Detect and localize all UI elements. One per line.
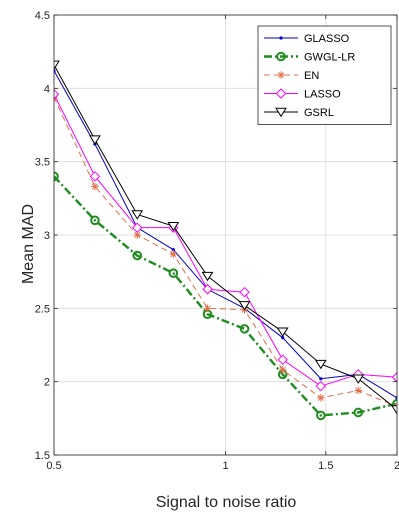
data-point	[90, 215, 100, 226]
data-point	[168, 268, 179, 278]
data-point	[315, 380, 327, 392]
data-point	[392, 398, 397, 409]
data-point	[239, 324, 250, 334]
y-tick-label: 4.5	[35, 10, 50, 22]
data-point	[319, 377, 323, 381]
data-point	[201, 271, 214, 282]
data-point	[202, 284, 213, 295]
series-line	[54, 175, 397, 417]
legend-label: GWGL-LR	[304, 52, 355, 64]
data-point	[316, 410, 326, 421]
legend: GLASSO GWGL-LR EN LASSO GSRL	[257, 25, 392, 125]
series-line	[54, 96, 397, 408]
data-point	[89, 135, 101, 145]
data-point	[352, 374, 365, 384]
legend-label: GLASSO	[304, 33, 350, 45]
data-point	[276, 327, 289, 337]
data-point	[91, 182, 99, 191]
data-point	[391, 372, 397, 383]
data-point	[238, 301, 251, 311]
legend-marker	[275, 88, 287, 99]
legend-marker	[277, 71, 285, 79]
tick-labels: 0.5 1 1.5 2 1.5 2 2.5 3 3.5 4 4.5	[35, 10, 399, 472]
legend-label: GSRL	[304, 107, 334, 119]
data-point	[281, 336, 285, 340]
data-point	[167, 221, 180, 232]
data-point	[133, 231, 142, 239]
y-tick-label: 2.5	[35, 303, 50, 315]
series-gsrl	[54, 60, 397, 415]
data-point	[317, 394, 325, 402]
data-point	[89, 171, 101, 182]
data-point	[131, 210, 144, 220]
data-point	[314, 359, 327, 370]
series-line	[54, 70, 397, 399]
data-point	[54, 60, 60, 71]
series-en	[54, 93, 397, 411]
data-point	[203, 304, 212, 313]
x-tick-label: 0.5	[46, 460, 61, 472]
y-tick-label: 3.5	[35, 157, 50, 169]
series-lasso	[54, 88, 397, 392]
series-group	[54, 60, 397, 421]
data-point	[239, 286, 250, 298]
data-point	[54, 88, 60, 100]
series-line	[54, 64, 397, 410]
data-point	[132, 222, 143, 233]
data-point	[169, 250, 178, 258]
data-point	[132, 250, 143, 261]
legend-label: LASSO	[304, 89, 341, 101]
y-tick-label: 2	[44, 377, 50, 389]
legend-marker	[276, 51, 286, 62]
legend-marker	[279, 36, 283, 40]
legend-marker	[275, 107, 287, 118]
data-point	[277, 354, 288, 365]
data-point	[171, 248, 175, 252]
y-tick-label: 3	[44, 230, 50, 242]
data-point	[391, 405, 397, 415]
y-axis-title: Mean MAD	[20, 204, 37, 284]
x-tick-label: 1	[222, 460, 228, 472]
x-axis-title: Signal to noise ratio	[156, 494, 297, 511]
x-tick-label: 2	[394, 460, 399, 472]
axes	[53, 14, 398, 456]
data-point	[353, 407, 364, 418]
y-tick-label: 4	[44, 83, 50, 95]
x-tick-label: 1.5	[318, 460, 333, 472]
data-point	[354, 386, 363, 395]
y-tick-label: 1.5	[35, 450, 50, 462]
legend-label: EN	[304, 70, 319, 82]
data-point	[278, 366, 287, 374]
series-gwgl-lr	[54, 171, 397, 421]
